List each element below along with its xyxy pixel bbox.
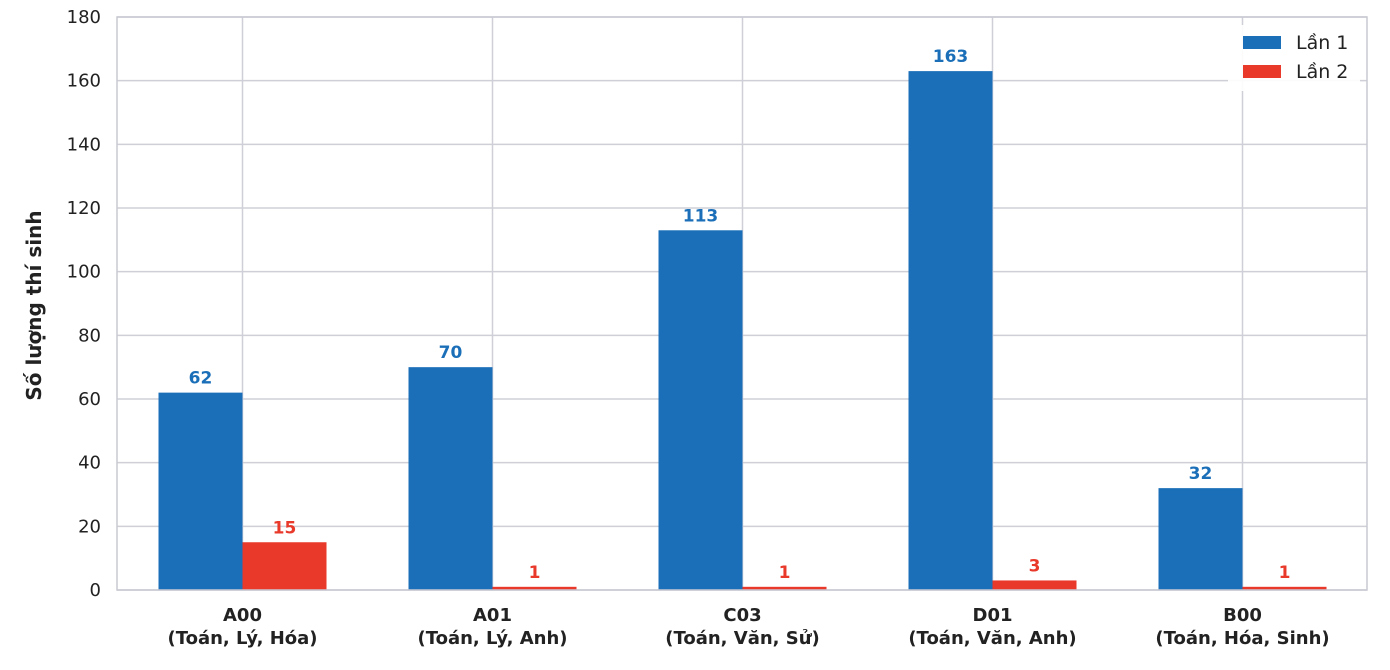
y-tick-label: 60 — [78, 389, 101, 410]
y-axis-ticks: 0 20 40 60 80 100 120 140 160 180 — [67, 7, 101, 601]
x-tick-label: (Toán, Văn, Anh) — [908, 628, 1076, 649]
x-tick-label: (Toán, Lý, Hóa) — [167, 628, 317, 649]
bars — [158, 71, 1327, 591]
bar-a00-series-1 — [158, 392, 243, 590]
x-axis-ticks: A00(Toán, Lý, Hóa)A01(Toán, Lý, Anh)C03(… — [167, 605, 1329, 649]
y-tick-label: 80 — [78, 325, 101, 346]
data-label: 163 — [933, 47, 969, 67]
bar-b00-series-1 — [1158, 488, 1243, 590]
bar-c03-series-2 — [742, 586, 827, 590]
y-tick-label: 0 — [90, 580, 101, 601]
data-label: 62 — [189, 369, 213, 389]
legend-entry-label: Lần 1 — [1296, 32, 1348, 54]
bar-a00-series-2 — [242, 542, 327, 590]
x-tick-label: B00 — [1223, 605, 1262, 626]
plot-frame — [116, 16, 1368, 591]
x-tick-label: (Toán, Hóa, Sinh) — [1155, 628, 1329, 649]
legend-swatch-series-2 — [1243, 65, 1281, 78]
bar-d01-series-2 — [992, 580, 1077, 590]
y-axis-label: Số lượng thí sinh — [22, 210, 46, 400]
x-tick-label: A01 — [473, 605, 512, 626]
data-label: 113 — [683, 206, 719, 226]
data-label: 15 — [273, 518, 297, 538]
data-label: 70 — [439, 343, 463, 363]
y-tick-label: 160 — [67, 71, 101, 92]
y-tick-label: 180 — [67, 7, 101, 28]
bar-d01-series-1 — [908, 71, 993, 590]
data-label: 32 — [1189, 464, 1213, 484]
x-tick-label: D01 — [973, 605, 1013, 626]
x-tick-label: (Toán, Lý, Anh) — [417, 628, 567, 649]
bar-a01-series-1 — [408, 367, 493, 590]
y-tick-label: 40 — [78, 453, 101, 474]
y-tick-label: 120 — [67, 198, 101, 219]
x-tick-label: (Toán, Văn, Sử) — [665, 628, 820, 649]
data-label: 1 — [529, 563, 541, 583]
legend: Lần 1 Lần 2 — [1228, 25, 1360, 91]
bar-c03-series-1 — [658, 230, 743, 591]
x-tick-label: C03 — [723, 605, 761, 626]
legend-swatch-series-1 — [1243, 36, 1281, 49]
data-label: 3 — [1029, 556, 1041, 576]
x-tick-label: A00 — [223, 605, 262, 626]
bar-b00-series-2 — [1242, 586, 1327, 590]
data-label: 1 — [1279, 563, 1291, 583]
y-tick-label: 140 — [67, 134, 101, 155]
y-tick-label: 20 — [78, 516, 101, 537]
legend-entry-label: Lần 2 — [1296, 61, 1348, 83]
data-label: 1 — [779, 563, 791, 583]
bar-a01-series-2 — [492, 586, 577, 590]
y-tick-label: 100 — [67, 262, 101, 283]
